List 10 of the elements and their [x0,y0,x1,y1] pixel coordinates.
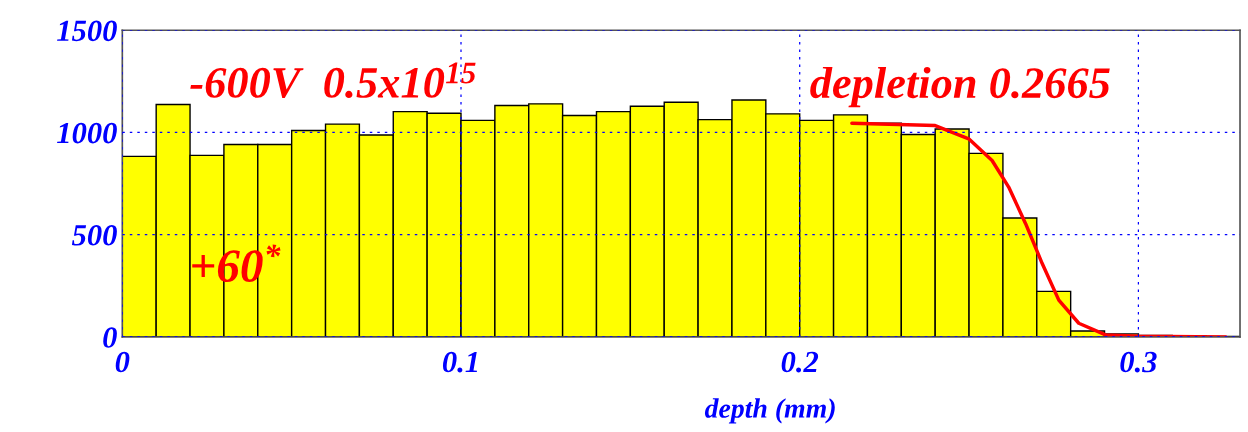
x-axis-title: depth (mm) [704,398,835,424]
annotation: -600V 0.5x10$^{15}$ [190,62,476,99]
y-tick-label: 500 [71,225,117,246]
y-tick-label: 0 [103,327,117,348]
y-tick-label: 1000 [57,122,117,144]
y-tick-label: 1500 [57,20,117,42]
annotation: depletion 0.2665 [810,66,1110,108]
x-tick-label: 0.2 [781,351,819,373]
x-tick-label: 0.1 [442,351,478,373]
x-tick-label: 0.3 [1120,351,1157,373]
